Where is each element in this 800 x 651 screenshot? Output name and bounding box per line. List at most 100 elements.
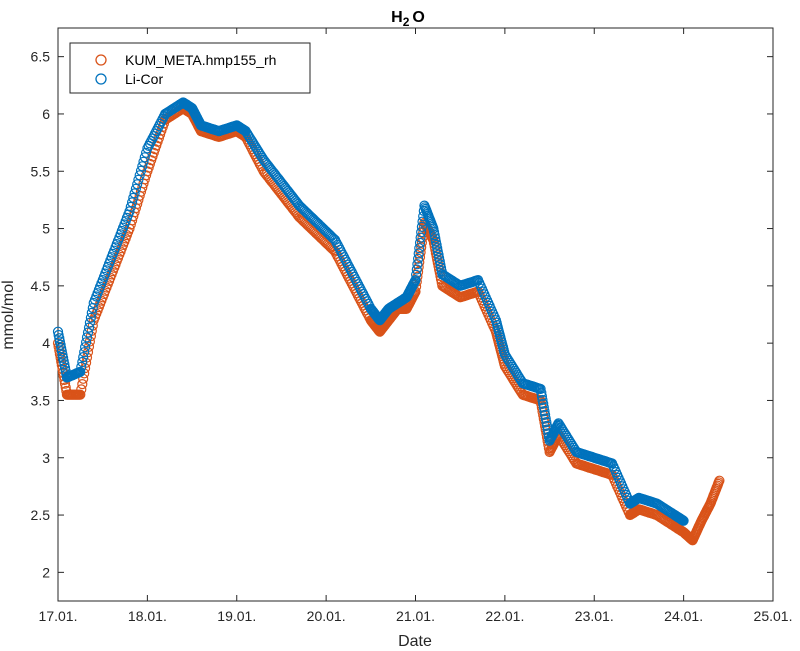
data-point-interp [128, 192, 139, 203]
data-point-interp [86, 307, 97, 318]
data-point-interp [139, 152, 150, 163]
x-tick-label: 23.01. [575, 608, 614, 624]
data-point-interp [127, 197, 138, 208]
data-point-interp [538, 398, 549, 409]
y-axis-label: mmol/mol [0, 280, 17, 349]
data-point [52, 338, 64, 349]
legend-marker-licor [95, 73, 107, 85]
y-tick-label: 2 [42, 564, 50, 580]
data-point-interp [54, 333, 65, 344]
y-tick-label: 3 [42, 450, 50, 466]
data-point-interp [416, 221, 427, 232]
x-tick-label: 24.01. [664, 608, 703, 624]
x-tick-label: 25.01. [754, 608, 793, 624]
legend: KUM_META.hmp155_rh Li-Cor [69, 42, 311, 94]
data-point-interp [130, 183, 141, 194]
data-point [52, 326, 64, 337]
data-point-interp [79, 347, 90, 358]
legend-label-licor: Li-Cor [125, 71, 163, 87]
y-tick-label: 5.5 [31, 163, 51, 179]
legend-marker-kum [95, 54, 107, 66]
data-point-interp [135, 165, 147, 176]
data-point-interp [57, 352, 69, 363]
y-tick-label: 6 [42, 106, 50, 122]
data-point-interp [413, 253, 424, 264]
y-tick-label: 3.5 [31, 392, 51, 408]
data-point-interp [125, 201, 136, 212]
x-tick-label: 18.01. [128, 608, 167, 624]
y-tick-label: 4 [42, 335, 50, 351]
y-tick-label: 5 [42, 221, 50, 237]
data-point-interp [77, 356, 88, 368]
y-tick-label: 4.5 [31, 278, 51, 294]
axis-ticks: 17.01. 18.01. 19.01. 20.01. 21.01. 22.01. 23.0… [31, 28, 793, 624]
data-point-interp [59, 359, 70, 370]
x-tick-label: 21.01. [396, 608, 435, 624]
data-point [678, 515, 689, 526]
data-point-interp [540, 413, 551, 424]
data-point-interp [429, 230, 440, 241]
data-point-interp [82, 327, 94, 338]
data-point-interp [138, 156, 149, 167]
chart-title: H2 O [391, 9, 425, 29]
data-point [535, 383, 546, 395]
legend-box [69, 42, 311, 94]
data-point [410, 275, 421, 286]
data-point-interp [77, 379, 88, 390]
data-point-interp [415, 232, 426, 243]
data-point-interp [539, 409, 551, 420]
data-point-interp [539, 406, 550, 417]
title-suffix: O [412, 9, 424, 26]
data-point [75, 389, 86, 400]
data-point-interp [129, 188, 140, 199]
data-point-interp [81, 332, 93, 343]
title-main: H [391, 9, 403, 26]
data-point-interp [134, 170, 145, 181]
x-tick-label: 20.01. [307, 608, 346, 624]
data-point [75, 366, 86, 377]
data-point-interp [55, 339, 66, 350]
data-point-interp [133, 174, 144, 185]
data-point-interp [78, 352, 89, 363]
data-point-interp [537, 394, 548, 406]
data-point-interp [431, 239, 442, 250]
y-tick-label: 2.5 [31, 507, 51, 523]
series-li-cor [52, 97, 689, 526]
data-point-interp [76, 384, 87, 395]
data-point-interp [84, 317, 96, 328]
x-axis-label: Date [398, 633, 432, 650]
data-point-interp [76, 361, 87, 372]
x-tick-label: 22.01. [485, 608, 524, 624]
series-layer [52, 97, 725, 546]
data-point-interp [80, 337, 92, 348]
data-point-interp [57, 349, 68, 360]
data-point-interp [411, 264, 422, 275]
data-point-interp [416, 227, 427, 238]
data-point-interp [412, 259, 423, 270]
data-point-interp [433, 249, 444, 260]
data-point-interp [83, 322, 95, 333]
data-point-interp [536, 391, 548, 402]
data-point-interp [411, 269, 422, 280]
data-point-interp [141, 147, 152, 158]
data-point-interp [85, 312, 97, 323]
data-point-interp [413, 248, 424, 259]
data-point [124, 206, 135, 217]
y-tick-label: 6.5 [31, 49, 51, 65]
data-point-interp [137, 161, 148, 172]
data-point-interp [414, 237, 426, 248]
data-point-interp [132, 179, 143, 190]
x-tick-label: 17.01. [39, 608, 78, 624]
data-point-interp [536, 387, 547, 398]
legend-label-kum: KUM_META.hmp155_rh [125, 52, 276, 68]
data-point-interp [541, 417, 552, 428]
data-point-interp [414, 243, 425, 254]
data-point-interp [538, 402, 549, 413]
x-tick-label: 19.01. [217, 608, 256, 624]
data-point [714, 475, 725, 486]
data-point-interp [432, 243, 443, 254]
data-point-interp [434, 256, 445, 267]
title-subscript: 2 [403, 15, 410, 29]
data-point-interp [79, 342, 91, 353]
